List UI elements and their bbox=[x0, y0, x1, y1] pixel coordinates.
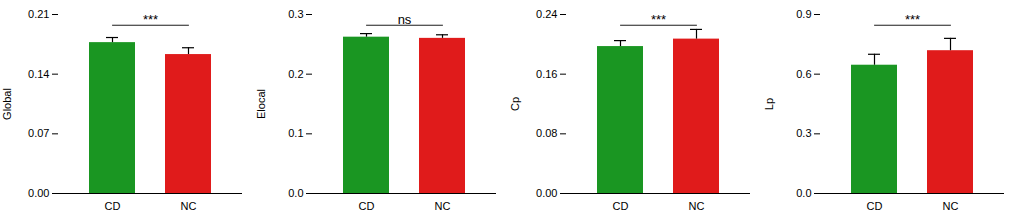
svg-text:NC: NC bbox=[689, 200, 705, 212]
svg-text:CD: CD bbox=[613, 200, 629, 212]
svg-text:0.21: 0.21 bbox=[28, 8, 49, 20]
svg-text:0.16: 0.16 bbox=[536, 68, 557, 80]
svg-text:***: *** bbox=[651, 12, 666, 27]
svg-text:CD: CD bbox=[105, 200, 121, 212]
svg-text:***: *** bbox=[143, 12, 158, 27]
svg-text:0.0: 0.0 bbox=[288, 187, 303, 199]
svg-text:Cp: Cp bbox=[509, 97, 521, 111]
svg-text:0.1: 0.1 bbox=[288, 127, 303, 139]
svg-text:ns: ns bbox=[398, 12, 412, 27]
svg-text:Lp: Lp bbox=[763, 98, 775, 110]
svg-text:0.9: 0.9 bbox=[796, 8, 811, 20]
svg-text:Global: Global bbox=[1, 88, 13, 120]
svg-text:NC: NC bbox=[943, 200, 959, 212]
svg-text:***: *** bbox=[905, 12, 920, 27]
svg-text:Elocal: Elocal bbox=[255, 89, 267, 119]
svg-text:0.00: 0.00 bbox=[536, 187, 557, 199]
svg-text:0.00: 0.00 bbox=[28, 187, 49, 199]
svg-text:0.6: 0.6 bbox=[796, 68, 811, 80]
svg-text:0.24: 0.24 bbox=[536, 8, 557, 20]
svg-text:0.2: 0.2 bbox=[288, 68, 303, 80]
svg-text:0.3: 0.3 bbox=[796, 127, 811, 139]
svg-text:0.3: 0.3 bbox=[288, 8, 303, 20]
svg-text:NC: NC bbox=[435, 200, 451, 212]
svg-text:0.0: 0.0 bbox=[796, 187, 811, 199]
svg-text:CD: CD bbox=[359, 200, 375, 212]
svg-text:CD: CD bbox=[867, 200, 883, 212]
svg-text:0.14: 0.14 bbox=[28, 68, 49, 80]
svg-text:0.08: 0.08 bbox=[536, 127, 557, 139]
svg-text:NC: NC bbox=[181, 200, 197, 212]
svg-text:0.07: 0.07 bbox=[28, 127, 49, 139]
